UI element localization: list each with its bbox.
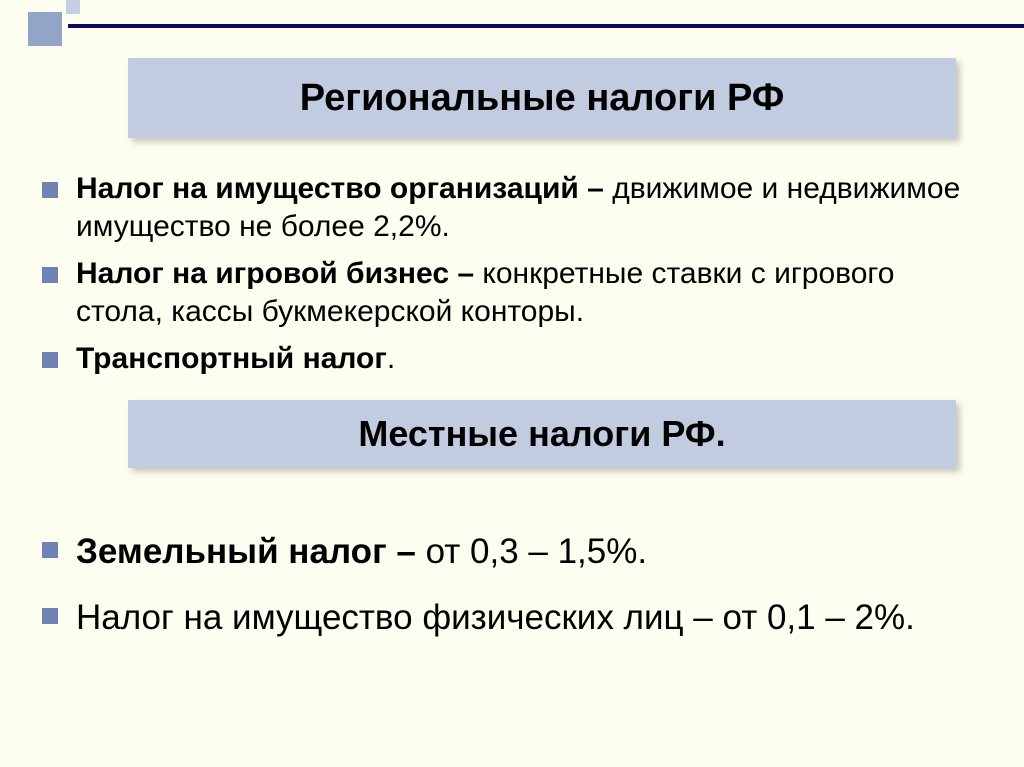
title-text: Региональные налоги РФ (300, 77, 785, 120)
bullet-icon (42, 608, 58, 624)
bullet-item: Земельный налог – от 0,3 – 1,5%. (42, 530, 982, 574)
bullet-icon (42, 542, 58, 558)
bullet-item: Налог на игровой бизнес – конкретные ста… (42, 255, 982, 332)
deco-square-small (66, 0, 80, 14)
subtitle-banner: Местные налоги РФ. (128, 400, 956, 468)
title-banner: Региональные налоги РФ (128, 58, 956, 138)
bullet-icon (42, 182, 58, 198)
bullet-item: Налог на имущество организаций – движимо… (42, 170, 982, 247)
bullet-text: Земельный налог – от 0,3 – 1,5%. (76, 530, 647, 574)
bottom-bullet-list: Земельный налог – от 0,3 – 1,5%. Налог н… (42, 530, 982, 662)
subtitle-text: Местные налоги РФ. (358, 413, 725, 455)
bullet-icon (42, 267, 58, 283)
bullet-icon (42, 352, 58, 368)
top-bullet-list: Налог на имущество организаций – движимо… (42, 170, 982, 386)
bullet-text: Транспортный налог. (76, 340, 395, 378)
bullet-text: Налог на имущество физических лиц – от 0… (76, 596, 915, 640)
deco-bar (68, 24, 1024, 28)
bullet-text: Налог на имущество организаций – движимо… (76, 170, 982, 247)
bullet-text: Налог на игровой бизнес – конкретные ста… (76, 255, 982, 332)
deco-square-large (28, 12, 62, 46)
bullet-item: Транспортный налог. (42, 340, 982, 378)
bullet-item: Налог на имущество физических лиц – от 0… (42, 596, 982, 640)
